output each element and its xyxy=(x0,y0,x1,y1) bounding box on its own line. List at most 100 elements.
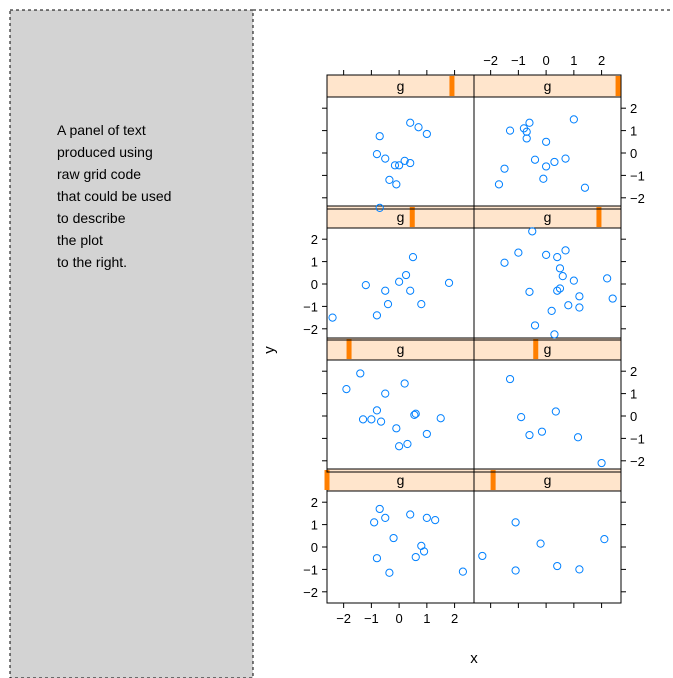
strip-label: g xyxy=(544,472,552,488)
y-tick-label: 0 xyxy=(311,277,318,292)
data-point xyxy=(500,164,509,173)
data-point xyxy=(569,115,578,124)
strip-label: g xyxy=(544,78,552,94)
data-point xyxy=(406,158,415,168)
x-axis-label: x xyxy=(470,650,478,667)
data-point xyxy=(375,203,384,212)
data-point xyxy=(547,306,556,315)
y-tick-label: 2 xyxy=(630,101,637,116)
data-point xyxy=(555,264,565,273)
data-point xyxy=(342,385,351,394)
data-point xyxy=(370,518,379,527)
y-tick-label: −1 xyxy=(630,168,645,183)
data-point xyxy=(385,568,394,577)
data-point xyxy=(478,551,487,561)
data-point xyxy=(505,126,515,135)
data-point xyxy=(608,294,617,303)
strip-label: g xyxy=(397,472,405,488)
x-tick-label: −2 xyxy=(483,53,498,68)
panel-frame xyxy=(473,96,622,210)
data-point xyxy=(422,429,431,439)
data-point xyxy=(553,286,562,295)
y-axis-label: y xyxy=(261,346,278,354)
data-point xyxy=(558,272,567,281)
data-point xyxy=(381,154,390,163)
data-point xyxy=(376,417,386,426)
data-point xyxy=(542,137,551,146)
panel-frame xyxy=(326,490,475,604)
data-point xyxy=(367,415,376,424)
data-point xyxy=(553,253,562,262)
data-point xyxy=(530,321,540,330)
data-point xyxy=(514,248,523,257)
data-point xyxy=(561,154,570,163)
data-point xyxy=(537,427,547,436)
data-point xyxy=(551,407,560,416)
data-point xyxy=(555,284,565,293)
data-point xyxy=(458,567,468,576)
data-point xyxy=(414,123,423,132)
y-tick-label: −2 xyxy=(303,585,318,600)
x-tick-label: 2 xyxy=(598,53,605,68)
strip-label: g xyxy=(544,341,552,357)
data-point xyxy=(417,300,426,309)
strip-label: g xyxy=(397,209,405,225)
strip-level-indicator xyxy=(596,207,602,227)
data-point xyxy=(575,303,584,312)
data-point xyxy=(356,369,365,378)
data-point xyxy=(392,424,401,433)
y-tick-label: 1 xyxy=(311,518,318,533)
panel-frame xyxy=(473,227,622,341)
x-tick-label: 2 xyxy=(451,611,458,626)
data-point xyxy=(550,157,559,167)
data-point xyxy=(381,389,390,398)
y-tick-label: 0 xyxy=(630,409,637,424)
data-point xyxy=(542,162,551,171)
data-point xyxy=(505,374,515,384)
x-tick-label: −1 xyxy=(364,611,379,626)
panel-frame xyxy=(326,359,475,473)
data-point xyxy=(419,547,429,556)
data-point xyxy=(553,561,562,571)
data-point xyxy=(406,286,415,295)
y-tick-label: −1 xyxy=(630,431,645,446)
text-panel-line: A panel of text xyxy=(57,122,146,138)
data-point xyxy=(511,566,520,575)
data-point xyxy=(410,410,419,419)
panel-frame xyxy=(473,359,622,473)
strip-level-indicator xyxy=(409,207,415,227)
data-point xyxy=(573,433,583,442)
data-point xyxy=(569,276,578,285)
data-point xyxy=(436,414,445,423)
y-tick-label: 2 xyxy=(311,495,318,510)
data-point xyxy=(597,458,606,468)
data-point xyxy=(525,287,534,296)
x-tick-label: 1 xyxy=(423,611,430,626)
strip-label: g xyxy=(397,78,405,94)
panel-frame xyxy=(326,96,475,210)
data-point xyxy=(406,118,415,127)
y-tick-label: −1 xyxy=(303,562,318,577)
text-panel-background xyxy=(9,9,254,678)
data-point xyxy=(561,246,570,255)
data-point xyxy=(406,510,415,519)
data-point xyxy=(511,518,520,527)
strip-level-indicator xyxy=(615,76,621,96)
x-tick-label: 1 xyxy=(570,53,577,68)
data-point xyxy=(539,174,548,183)
data-point xyxy=(328,313,337,322)
text-panel: A panel of text produced using raw grid … xyxy=(9,9,254,678)
panel-frame xyxy=(473,490,622,604)
data-point xyxy=(392,180,401,189)
y-tick-label: −2 xyxy=(630,454,645,469)
data-point xyxy=(603,274,612,283)
y-tick-label: −1 xyxy=(303,299,318,314)
data-point xyxy=(401,270,411,280)
data-point xyxy=(395,442,404,451)
data-point xyxy=(403,439,412,449)
data-point xyxy=(381,513,390,522)
text-panel-line: produced using xyxy=(57,144,153,160)
text-panel-line: to describe xyxy=(57,210,126,226)
x-tick-label: 0 xyxy=(542,53,549,68)
data-point xyxy=(580,183,590,192)
